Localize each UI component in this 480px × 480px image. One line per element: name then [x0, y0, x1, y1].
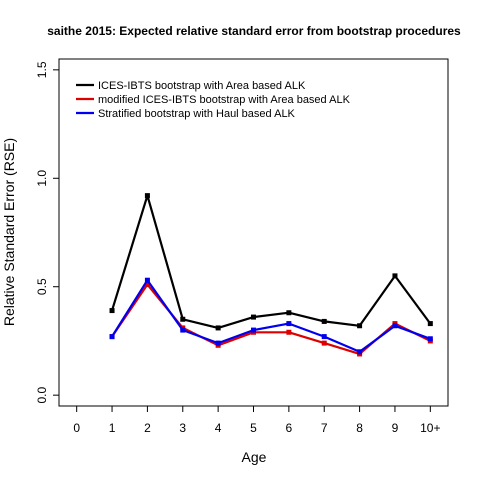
x-axis: 0 1 2 3 4 5 6 7 8 9 10+ — [73, 406, 440, 435]
series-3-point — [145, 278, 150, 283]
x-tick-label: 8 — [356, 421, 363, 435]
series-2-point — [322, 341, 327, 346]
x-tick-label: 7 — [321, 421, 328, 435]
series-layer — [110, 193, 433, 356]
series-3-point — [216, 341, 221, 346]
series-1-point — [286, 310, 291, 315]
series-3-point — [428, 336, 433, 341]
y-tick-label: 1.0 — [35, 170, 49, 187]
y-axis: 0.0 0.5 1.0 1.5 — [35, 61, 59, 403]
legend-label-2: modified ICES-IBTS bootstrap with Area b… — [98, 94, 351, 106]
series-3-point — [251, 328, 256, 333]
series-1-point — [322, 319, 327, 324]
x-tick-label: 9 — [392, 421, 399, 435]
series-3-point — [322, 334, 327, 339]
x-tick-label: 5 — [250, 421, 257, 435]
series-1-point — [428, 321, 433, 326]
x-tick-label: 1 — [109, 421, 116, 435]
series-3-point — [286, 321, 291, 326]
x-tick-label: 4 — [215, 421, 222, 435]
x-tick-label: 10+ — [420, 421, 440, 435]
series-1-point — [392, 273, 397, 278]
legend: ICES-IBTS bootstrap with Area based ALK m… — [76, 80, 351, 120]
series-3-point — [392, 323, 397, 328]
series-1-point — [145, 193, 150, 198]
y-tick-label: 0.5 — [35, 278, 49, 295]
x-tick-label: 0 — [73, 421, 80, 435]
series-1-point — [251, 315, 256, 320]
series-3-point — [180, 328, 185, 333]
x-tick-label: 6 — [286, 421, 293, 435]
x-tick-label: 2 — [144, 421, 151, 435]
x-tick-label: 3 — [179, 421, 186, 435]
series-1-point — [180, 317, 185, 322]
series-3-point — [110, 334, 115, 339]
y-tick-label: 1.5 — [35, 61, 49, 78]
legend-label-1: ICES-IBTS bootstrap with Area based ALK — [98, 80, 306, 92]
y-axis-label: Relative Standard Error (RSE) — [1, 138, 17, 326]
y-tick-label: 0.0 — [35, 386, 49, 403]
chart-title: saithe 2015: Expected relative standard … — [47, 24, 461, 38]
series-1-point — [357, 323, 362, 328]
x-axis-label: Age — [242, 449, 267, 465]
legend-label-3: Stratified bootstrap with Haul based ALK — [98, 108, 296, 120]
series-1-point — [110, 308, 115, 313]
series-1-point — [216, 325, 221, 330]
series-3-point — [357, 349, 362, 354]
series-2-point — [286, 330, 291, 335]
series-line-1 — [112, 196, 430, 328]
